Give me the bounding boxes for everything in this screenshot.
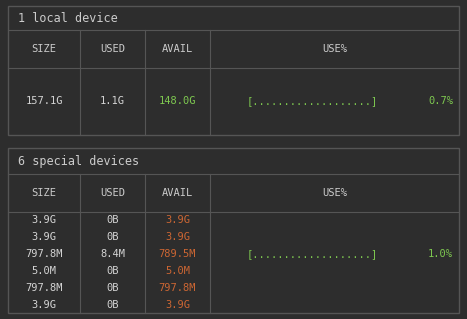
Text: 6 special devices: 6 special devices [18,154,139,167]
Text: 3.9G: 3.9G [31,300,57,309]
Text: 797.8M: 797.8M [25,283,63,293]
Text: 3.9G: 3.9G [31,215,57,226]
Text: SIZE: SIZE [31,188,57,198]
Text: 1 local device: 1 local device [18,11,118,25]
Text: USE%: USE% [322,188,347,198]
Text: AVAIL: AVAIL [162,44,193,54]
Bar [8,148,459,313]
Text: 3.9G: 3.9G [31,232,57,242]
Text: USED: USED [100,188,125,198]
Text: 797.8M: 797.8M [25,249,63,259]
Text: 0B: 0B [106,283,119,293]
Text: 789.5M: 789.5M [159,249,196,259]
Text: 1.0%: 1.0% [428,249,453,259]
Text: SIZE: SIZE [31,44,57,54]
Text: 0B: 0B [106,232,119,242]
Text: 1.1G: 1.1G [100,97,125,107]
Text: 148.0G: 148.0G [159,97,196,107]
Text: 797.8M: 797.8M [159,283,196,293]
Text: USE%: USE% [322,44,347,54]
Text: 3.9G: 3.9G [165,300,190,309]
Bar [8,6,459,135]
Text: 3.9G: 3.9G [165,215,190,226]
Text: USED: USED [100,44,125,54]
Text: 157.1G: 157.1G [25,97,63,107]
Text: 8.4M: 8.4M [100,249,125,259]
Text: 0B: 0B [106,215,119,226]
Text: [...................]: [...................] [247,249,378,259]
Text: 5.0M: 5.0M [31,266,57,276]
Text: AVAIL: AVAIL [162,188,193,198]
Text: 5.0M: 5.0M [165,266,190,276]
Text: [...................]: [...................] [247,97,378,107]
Text: 3.9G: 3.9G [165,232,190,242]
Text: 0.7%: 0.7% [428,97,453,107]
Text: 0B: 0B [106,300,119,309]
Text: 0B: 0B [106,266,119,276]
